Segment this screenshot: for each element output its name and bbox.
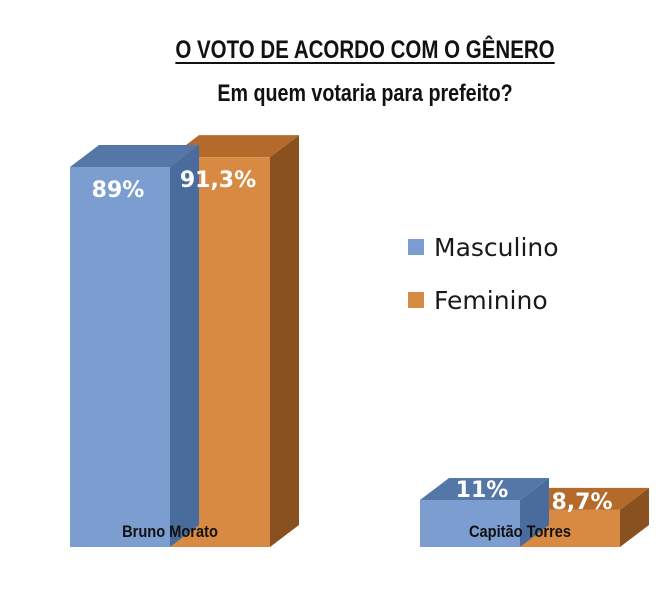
bar-side-masculino-capit-o-torres xyxy=(520,478,549,547)
category-label-capit-o-torres: Capitão Torres xyxy=(469,523,571,541)
bar-top-feminino-capit-o-torres xyxy=(520,487,649,510)
legend-label-masculino: Masculino xyxy=(434,232,559,262)
legend-swatch-feminino xyxy=(408,292,424,308)
bar-masculino-bruno-morato xyxy=(70,166,170,547)
legend-item-masculino: Masculino xyxy=(408,232,559,262)
legend-item-feminino: Feminino xyxy=(408,285,548,315)
chart-subtitle: Em quem votaria para prefeito? xyxy=(217,80,513,107)
bar-side-feminino-capit-o-torres xyxy=(620,487,649,547)
data-label-masculino-capit-o-torres: 11% xyxy=(456,478,509,503)
data-label-feminino-bruno-morato: 91,3% xyxy=(180,168,256,193)
data-label-masculino-bruno-morato: 89% xyxy=(92,178,145,203)
chart-title: O VOTO DE ACORDO COM O GÊNERO xyxy=(175,36,555,64)
data-label-feminino-capit-o-torres: 8,7% xyxy=(551,490,612,515)
bar-side-feminino-bruno-morato xyxy=(270,135,299,548)
bar-top-feminino-bruno-morato xyxy=(170,135,299,158)
bar-top-masculino-bruno-morato xyxy=(70,144,199,167)
category-label-bruno-morato: Bruno Morato xyxy=(122,523,218,541)
bar-side-masculino-bruno-morato xyxy=(170,144,199,547)
legend-label-feminino: Feminino xyxy=(434,285,548,315)
legend-swatch-masculino xyxy=(408,239,424,255)
bar-masculino-capit-o-torres xyxy=(420,500,520,547)
bar-top-masculino-capit-o-torres xyxy=(420,478,549,501)
